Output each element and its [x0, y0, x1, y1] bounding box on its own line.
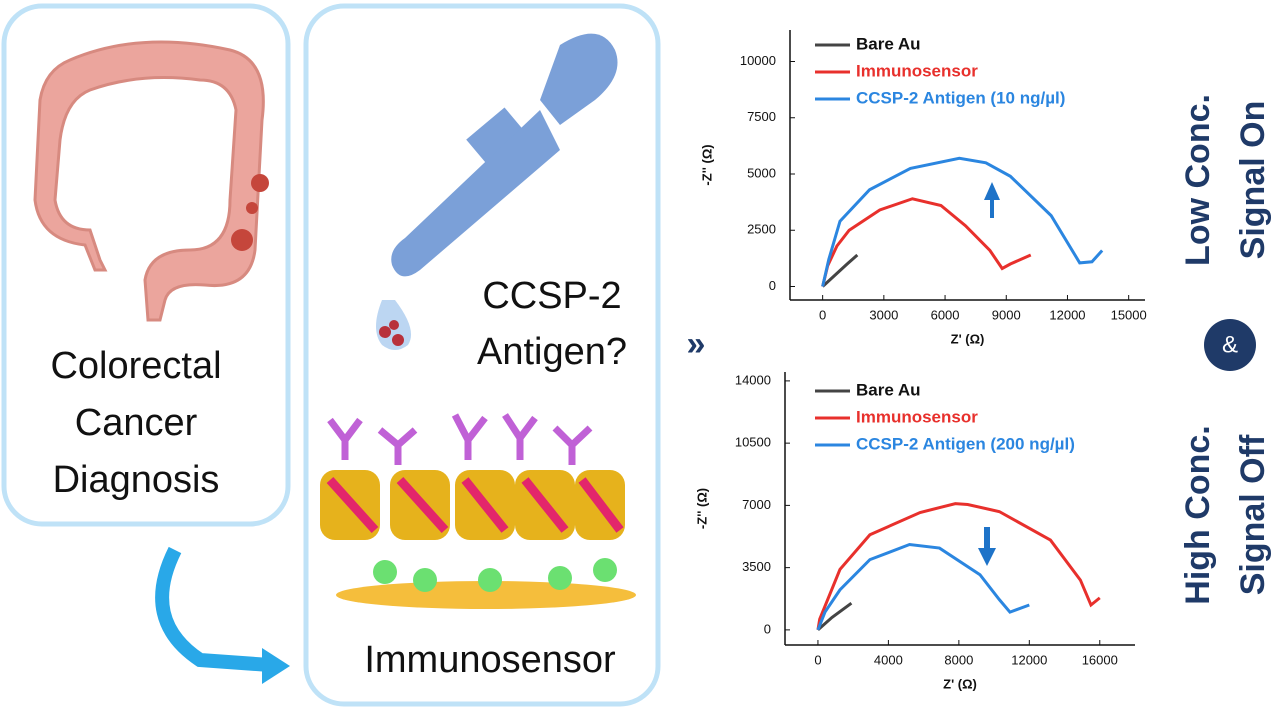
chevron: » — [687, 325, 706, 363]
x-tick-label: 15000 — [1111, 307, 1147, 322]
legend-label: CCSP-2 Antigen (10 ng/µl) — [856, 88, 1065, 107]
curve — [821, 197, 1032, 287]
x-tick-label: 0 — [819, 307, 826, 322]
legend-label: Bare Au — [856, 380, 921, 399]
side-label: High Conc. — [1179, 425, 1217, 604]
y-axis-label: -Z'' (Ω) — [699, 144, 714, 185]
panel — [1, 3, 291, 527]
y-tick-label: 0 — [764, 621, 771, 636]
x-tick-label: 9000 — [992, 307, 1021, 322]
curve — [816, 542, 1030, 631]
caption: Immunosensor — [364, 639, 616, 681]
caption: Cancer — [75, 402, 198, 444]
side-label: Signal On — [1234, 101, 1272, 260]
x-tick-label: 12000 — [1011, 652, 1047, 667]
curve — [821, 156, 1104, 287]
y-tick-label: 7500 — [747, 109, 776, 124]
arrow-up — [984, 182, 1000, 218]
y-axis-label: -Z'' (Ω) — [694, 488, 709, 529]
y-tick-label: 5000 — [747, 165, 776, 180]
y-tick-label: 10500 — [735, 435, 771, 450]
curve — [816, 601, 853, 632]
y-tick-label: 3500 — [742, 559, 771, 574]
caption: Colorectal — [50, 345, 221, 387]
arrow-down — [978, 527, 996, 566]
panel — [303, 3, 661, 707]
arrow — [155, 546, 271, 672]
question: CCSP-2 — [482, 275, 621, 317]
x-axis-label: Z' (Ω) — [951, 331, 985, 346]
x-tick-label: 12000 — [1049, 307, 1085, 322]
y-tick-label: 14000 — [735, 372, 771, 387]
x-tick-label: 6000 — [931, 307, 960, 322]
legend-label: Bare Au — [856, 34, 921, 53]
legend-label: Immunosensor — [856, 61, 978, 80]
x-tick-label: 16000 — [1082, 652, 1118, 667]
x-tick-label: 0 — [814, 652, 821, 667]
dropper-illustration — [376, 33, 618, 350]
caption: Diagnosis — [53, 459, 220, 501]
legend-label: CCSP-2 Antigen (200 ng/µl) — [856, 434, 1075, 453]
x-axis-label: Z' (Ω) — [943, 676, 977, 691]
x-tick-label: 4000 — [874, 652, 903, 667]
arrow-head — [262, 648, 290, 684]
sensor-illustration — [320, 413, 636, 609]
colon-illustration — [33, 40, 269, 322]
x-tick-label: 3000 — [869, 307, 898, 322]
y-tick-label: 10000 — [740, 53, 776, 68]
legend-label: Immunosensor — [856, 407, 978, 426]
curve — [821, 253, 859, 288]
y-tick-label: 0 — [769, 278, 776, 293]
x-tick-label: 8000 — [944, 652, 973, 667]
y-tick-label: 7000 — [742, 497, 771, 512]
side-label: Low Conc. — [1179, 94, 1217, 266]
curve — [816, 502, 1101, 631]
side-label: & — [1222, 331, 1238, 358]
question: Antigen? — [477, 331, 627, 373]
and-badge — [1204, 319, 1256, 371]
side-label: Signal Off — [1234, 434, 1272, 595]
y-tick-label: 2500 — [747, 222, 776, 237]
